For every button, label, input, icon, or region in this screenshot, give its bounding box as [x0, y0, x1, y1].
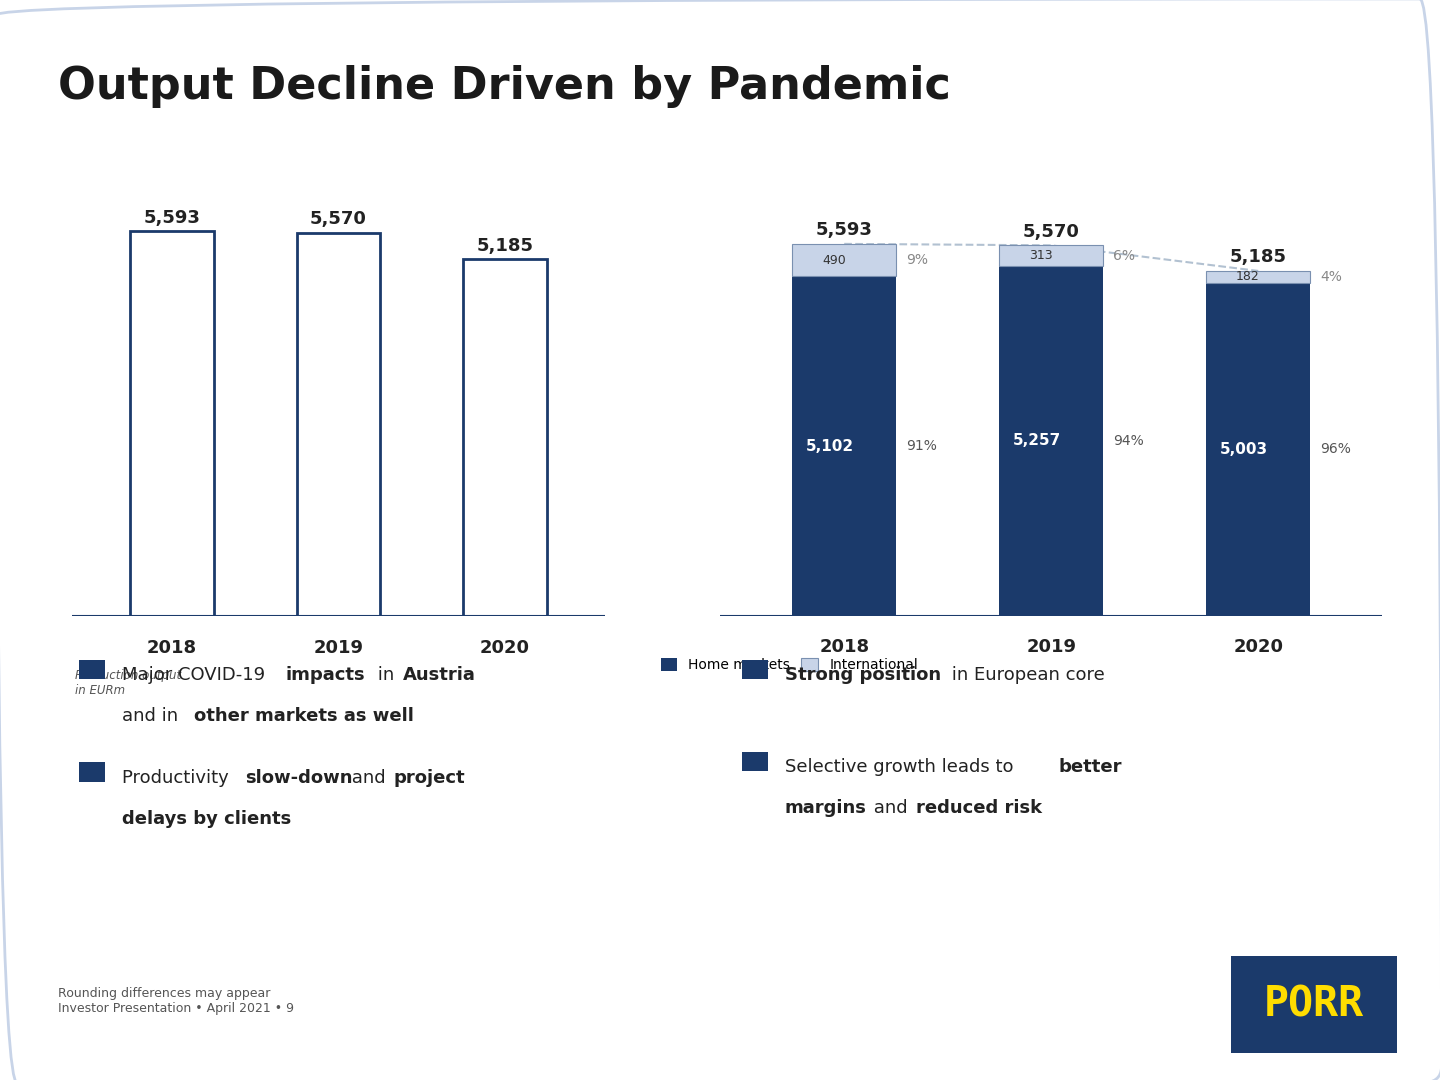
- Text: 5,185: 5,185: [1230, 248, 1287, 267]
- Bar: [464, 259, 547, 616]
- Text: 2018: 2018: [819, 638, 870, 656]
- Text: 5,593: 5,593: [816, 221, 873, 240]
- Text: 2019: 2019: [314, 638, 363, 657]
- Bar: [999, 266, 1103, 616]
- Text: Production output
in EURm: Production output in EURm: [75, 670, 181, 698]
- Text: 96%: 96%: [1320, 443, 1351, 457]
- Text: Austria: Austria: [403, 666, 477, 685]
- Bar: [130, 231, 213, 616]
- Bar: [79, 762, 105, 782]
- Legend: Home markets, International: Home markets, International: [661, 658, 917, 672]
- Text: 5,570: 5,570: [1022, 222, 1080, 241]
- Text: Strong position: Strong position: [785, 666, 940, 685]
- Text: other markets as well: other markets as well: [194, 707, 415, 726]
- Text: 2020: 2020: [1233, 638, 1283, 656]
- Text: in: in: [372, 666, 399, 685]
- Text: in European core: in European core: [946, 666, 1104, 685]
- Text: 5,593: 5,593: [144, 208, 200, 227]
- Text: better: better: [1058, 758, 1122, 777]
- Text: 490: 490: [822, 254, 845, 267]
- Text: 6%: 6%: [1113, 248, 1135, 262]
- Bar: [792, 276, 896, 616]
- Text: Selective growth leads to: Selective growth leads to: [785, 758, 1020, 777]
- Text: 94%: 94%: [1113, 434, 1143, 448]
- Text: Major COVID-19: Major COVID-19: [122, 666, 271, 685]
- Text: 91%: 91%: [906, 438, 937, 453]
- Text: 4%: 4%: [1320, 270, 1342, 284]
- Text: 2020: 2020: [480, 638, 530, 657]
- Text: delays by clients: delays by clients: [122, 810, 292, 828]
- Bar: [742, 660, 768, 679]
- Text: 5,102: 5,102: [805, 438, 854, 454]
- Text: and: and: [868, 799, 914, 818]
- Text: margins: margins: [785, 799, 867, 818]
- Text: 182: 182: [1236, 270, 1260, 283]
- FancyBboxPatch shape: [1221, 950, 1407, 1058]
- Text: reduced risk: reduced risk: [916, 799, 1043, 818]
- Text: 313: 313: [1030, 249, 1053, 262]
- Text: slow-down: slow-down: [245, 769, 353, 787]
- Text: 5,185: 5,185: [477, 237, 533, 255]
- Text: and: and: [346, 769, 392, 787]
- Text: 2019: 2019: [1027, 638, 1076, 656]
- Text: Rounding differences may appear
Investor Presentation • April 2021 • 9: Rounding differences may appear Investor…: [58, 987, 294, 1015]
- Text: Output Decline Driven by Pandemic: Output Decline Driven by Pandemic: [58, 65, 950, 108]
- Text: and in: and in: [122, 707, 184, 726]
- Bar: [297, 233, 380, 616]
- Bar: [792, 244, 896, 276]
- Bar: [1207, 271, 1310, 283]
- Text: project: project: [393, 769, 465, 787]
- Text: 2018: 2018: [147, 638, 197, 657]
- Text: PORR: PORR: [1264, 984, 1364, 1025]
- Bar: [742, 752, 768, 771]
- Bar: [79, 660, 105, 679]
- Bar: [1207, 283, 1310, 616]
- Text: 5,257: 5,257: [1012, 433, 1061, 448]
- Text: 9%: 9%: [906, 253, 929, 267]
- Bar: [999, 245, 1103, 266]
- Text: impacts: impacts: [285, 666, 364, 685]
- Text: 5,570: 5,570: [310, 211, 367, 228]
- Text: Productivity: Productivity: [122, 769, 235, 787]
- Text: 5,003: 5,003: [1220, 442, 1267, 457]
- Text: PORR: PORR: [1264, 984, 1364, 1025]
